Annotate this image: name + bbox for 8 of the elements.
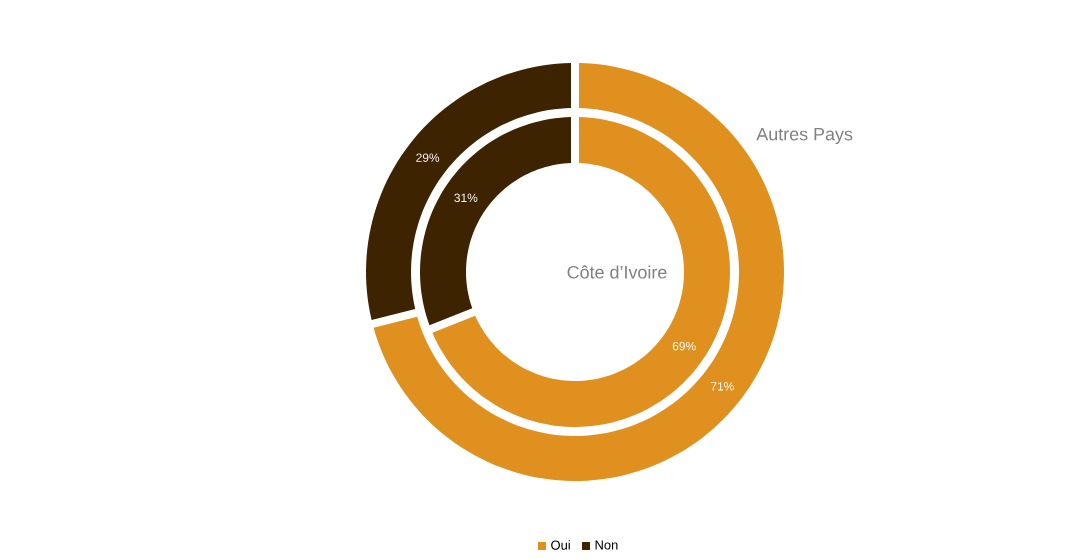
slice-label: Côte d’Ivoire <box>567 265 667 279</box>
data-label: 29% <box>416 153 440 162</box>
data-label: 69% <box>672 341 696 351</box>
legend-label: Oui <box>551 540 570 550</box>
legend-label: Non <box>595 540 618 550</box>
data-label: 71% <box>711 382 734 391</box>
slice-label: Autres Pays <box>756 127 853 144</box>
data-label: 31% <box>454 193 478 203</box>
